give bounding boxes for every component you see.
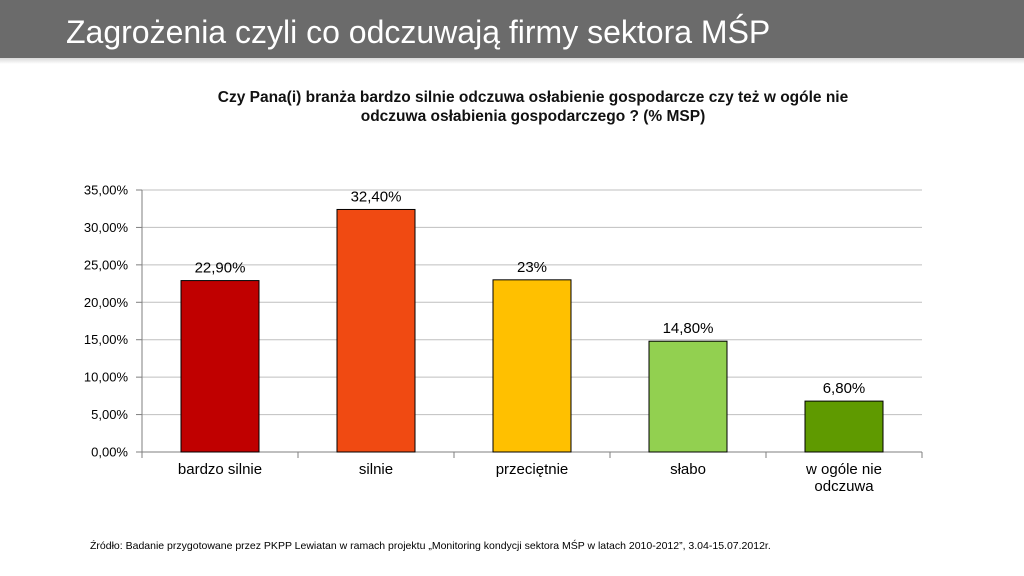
bar — [804, 400, 884, 453]
y-tick-label: 20,00% — [84, 295, 129, 310]
bar — [180, 280, 260, 453]
y-tick-label: 0,00% — [91, 445, 128, 460]
x-category-label: odczuwa — [814, 478, 874, 495]
data-label: 22,90% — [195, 260, 246, 277]
x-category-label: przeciętnie — [496, 461, 569, 478]
y-tick-label: 15,00% — [84, 332, 129, 347]
x-category-label: w ogóle nie — [805, 461, 882, 478]
chart-title-line-1: Czy Pana(i) branża bardzo silnie odczuwa… — [217, 89, 849, 106]
bar — [492, 279, 572, 453]
y-tick-label: 10,00% — [84, 370, 129, 385]
chart-title-line-2: odczuwa osłabienia gospodarczego ? (% MS… — [360, 108, 706, 125]
data-label: 14,80% — [663, 320, 714, 337]
x-category-label: silnie — [359, 461, 393, 478]
y-tick-label: 35,00% — [84, 183, 129, 198]
data-label: 23% — [517, 259, 547, 276]
x-category-label: słabo — [670, 461, 706, 478]
y-tick-label: 30,00% — [84, 220, 129, 235]
slide-header: Zagrożenia czyli co odczuwają firmy sekt… — [0, 0, 1024, 58]
x-category-label: bardzo silnie — [178, 461, 262, 478]
slide-title: Zagrożenia czyli co odczuwają firmy sekt… — [66, 14, 771, 50]
chart-title: Czy Pana(i) branża bardzo silnie odczuwa… — [100, 88, 966, 126]
data-label: 32,40% — [351, 188, 402, 205]
bar — [336, 208, 416, 453]
data-label: 6,80% — [823, 380, 866, 397]
bar — [648, 340, 728, 453]
y-tick-label: 25,00% — [84, 257, 129, 272]
source-note: Źródło: Badanie przygotowane przez PKPP … — [90, 540, 771, 552]
header-shadow — [0, 58, 1024, 64]
y-tick-label: 5,00% — [91, 407, 128, 422]
